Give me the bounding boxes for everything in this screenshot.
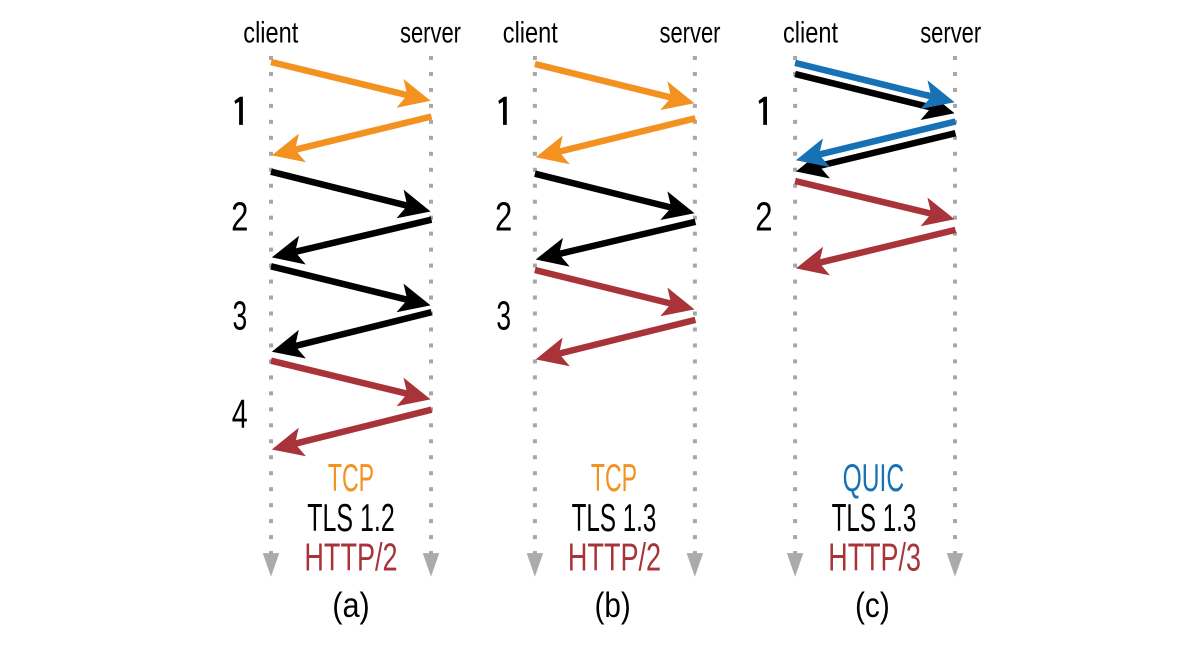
svg-text:4: 4 bbox=[232, 391, 248, 437]
svg-text:HTTP/2: HTTP/2 bbox=[304, 537, 397, 580]
svg-text:server: server bbox=[920, 17, 981, 50]
svg-text:2: 2 bbox=[495, 193, 512, 239]
svg-text:client: client bbox=[783, 17, 838, 50]
svg-text:2: 2 bbox=[755, 193, 772, 239]
svg-text:TLS 1.3: TLS 1.3 bbox=[572, 497, 657, 540]
svg-text:3: 3 bbox=[496, 292, 511, 338]
svg-text:TLS 1.3: TLS 1.3 bbox=[832, 497, 917, 540]
svg-text:server: server bbox=[660, 17, 721, 50]
svg-text:TCP: TCP bbox=[328, 457, 374, 500]
svg-text:TLS 1.2: TLS 1.2 bbox=[307, 497, 394, 540]
svg-text:client: client bbox=[243, 17, 298, 50]
svg-text:(a): (a) bbox=[332, 585, 370, 625]
svg-text:(b): (b) bbox=[594, 585, 630, 625]
svg-text:(c): (c) bbox=[855, 585, 890, 625]
svg-text:HTTP/2: HTTP/2 bbox=[568, 537, 661, 580]
svg-text:TCP: TCP bbox=[591, 457, 637, 500]
svg-text:QUIC: QUIC bbox=[843, 457, 905, 500]
svg-text:client: client bbox=[503, 17, 558, 50]
svg-text:HTTP/3: HTTP/3 bbox=[828, 537, 921, 580]
svg-text:2: 2 bbox=[231, 193, 248, 239]
svg-text:3: 3 bbox=[232, 292, 247, 338]
svg-text:server: server bbox=[400, 17, 461, 50]
